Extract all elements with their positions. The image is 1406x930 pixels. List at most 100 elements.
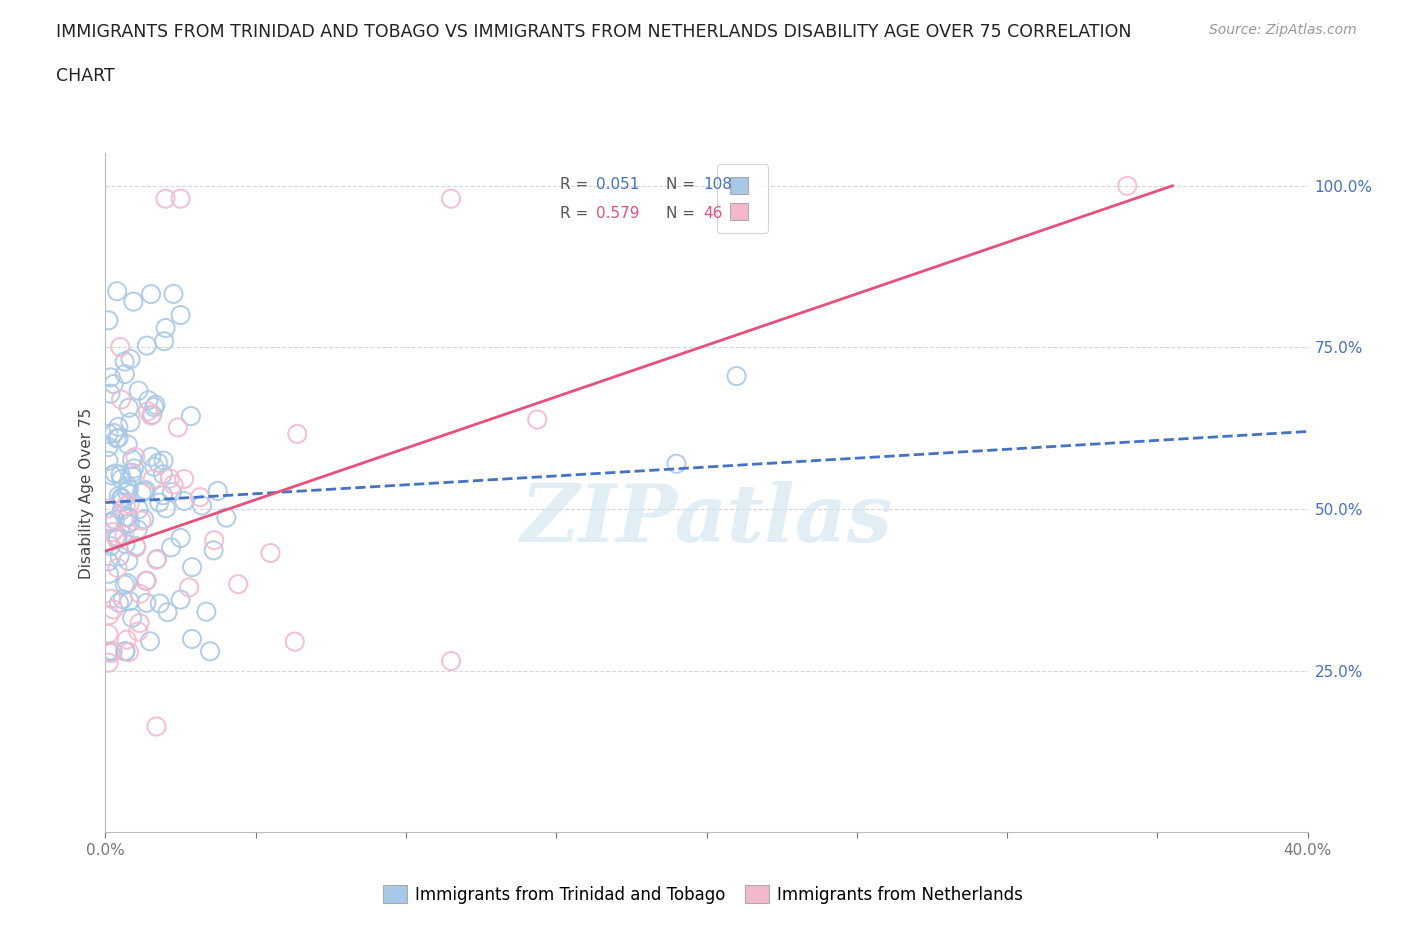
Text: 108: 108 bbox=[703, 177, 731, 192]
Point bbox=[195, 604, 218, 619]
Point bbox=[169, 308, 191, 323]
Point bbox=[135, 595, 157, 610]
Point bbox=[173, 494, 195, 509]
Point bbox=[173, 472, 195, 486]
Point bbox=[145, 552, 167, 567]
Point bbox=[128, 383, 150, 398]
Point bbox=[104, 466, 127, 481]
Point bbox=[121, 610, 143, 625]
Point bbox=[103, 377, 125, 392]
Text: R =: R = bbox=[560, 206, 593, 220]
Point bbox=[100, 370, 122, 385]
Point bbox=[117, 511, 139, 525]
Point bbox=[97, 427, 120, 442]
Point bbox=[114, 644, 136, 658]
Point bbox=[141, 407, 163, 422]
Point bbox=[122, 294, 145, 309]
Point bbox=[284, 634, 307, 649]
Point bbox=[148, 495, 170, 510]
Text: Source: ZipAtlas.com: Source: ZipAtlas.com bbox=[1209, 23, 1357, 37]
Point bbox=[100, 645, 122, 660]
Point bbox=[285, 427, 308, 442]
Point bbox=[169, 530, 191, 545]
Point bbox=[127, 522, 149, 537]
Point bbox=[98, 607, 121, 622]
Point bbox=[97, 312, 120, 327]
Point bbox=[139, 286, 162, 301]
Point bbox=[169, 592, 191, 607]
Point bbox=[100, 538, 122, 553]
Point bbox=[105, 532, 128, 547]
Point bbox=[118, 497, 141, 512]
Y-axis label: Disability Age Over 75: Disability Age Over 75 bbox=[79, 407, 94, 578]
Point bbox=[97, 501, 120, 516]
Legend: , : , bbox=[717, 165, 768, 232]
Point bbox=[114, 366, 136, 381]
Text: N =: N = bbox=[665, 177, 700, 192]
Point bbox=[145, 397, 167, 412]
Point bbox=[215, 511, 238, 525]
Point bbox=[117, 479, 139, 494]
Point bbox=[138, 392, 160, 407]
Point bbox=[162, 286, 184, 301]
Point bbox=[127, 502, 149, 517]
Point bbox=[110, 490, 132, 505]
Point bbox=[121, 465, 143, 480]
Point bbox=[101, 468, 124, 483]
Point bbox=[107, 529, 129, 544]
Point bbox=[1116, 179, 1139, 193]
Point bbox=[115, 516, 138, 531]
Point bbox=[115, 632, 138, 647]
Point bbox=[725, 368, 748, 383]
Point bbox=[127, 624, 149, 639]
Point bbox=[152, 488, 174, 503]
Point bbox=[114, 537, 136, 551]
Point bbox=[118, 400, 141, 415]
Point bbox=[141, 408, 163, 423]
Point bbox=[132, 484, 155, 498]
Point bbox=[117, 437, 139, 452]
Point bbox=[107, 431, 129, 445]
Point bbox=[121, 469, 143, 484]
Point bbox=[160, 540, 183, 555]
Point bbox=[152, 467, 174, 482]
Point bbox=[103, 602, 125, 617]
Point bbox=[155, 192, 177, 206]
Point bbox=[135, 339, 157, 353]
Point bbox=[665, 457, 688, 472]
Point bbox=[181, 631, 204, 646]
Point bbox=[110, 339, 132, 354]
Point bbox=[153, 334, 176, 349]
Point bbox=[97, 554, 120, 569]
Point bbox=[125, 540, 148, 555]
Point bbox=[111, 491, 134, 506]
Point bbox=[145, 719, 167, 734]
Point bbox=[118, 593, 141, 608]
Point bbox=[155, 321, 177, 336]
Point bbox=[162, 477, 184, 492]
Point bbox=[104, 512, 127, 527]
Point bbox=[117, 553, 139, 568]
Point bbox=[440, 654, 463, 669]
Point bbox=[118, 644, 141, 659]
Point bbox=[169, 192, 191, 206]
Point bbox=[149, 596, 172, 611]
Text: 46: 46 bbox=[703, 206, 723, 220]
Point bbox=[111, 591, 134, 606]
Point bbox=[101, 525, 124, 539]
Point bbox=[148, 456, 170, 471]
Text: R =: R = bbox=[560, 177, 593, 192]
Point bbox=[160, 485, 183, 499]
Point bbox=[122, 461, 145, 476]
Point bbox=[128, 616, 150, 631]
Text: IMMIGRANTS FROM TRINIDAD AND TOBAGO VS IMMIGRANTS FROM NETHERLANDS DISABILITY AG: IMMIGRANTS FROM TRINIDAD AND TOBAGO VS I… bbox=[56, 23, 1132, 41]
Point bbox=[97, 453, 120, 468]
Point bbox=[136, 404, 159, 418]
Point bbox=[146, 551, 169, 566]
Point bbox=[198, 644, 221, 658]
Text: CHART: CHART bbox=[56, 67, 115, 85]
Point bbox=[120, 415, 142, 430]
Point bbox=[142, 472, 165, 486]
Point bbox=[440, 192, 463, 206]
Point bbox=[135, 573, 157, 588]
